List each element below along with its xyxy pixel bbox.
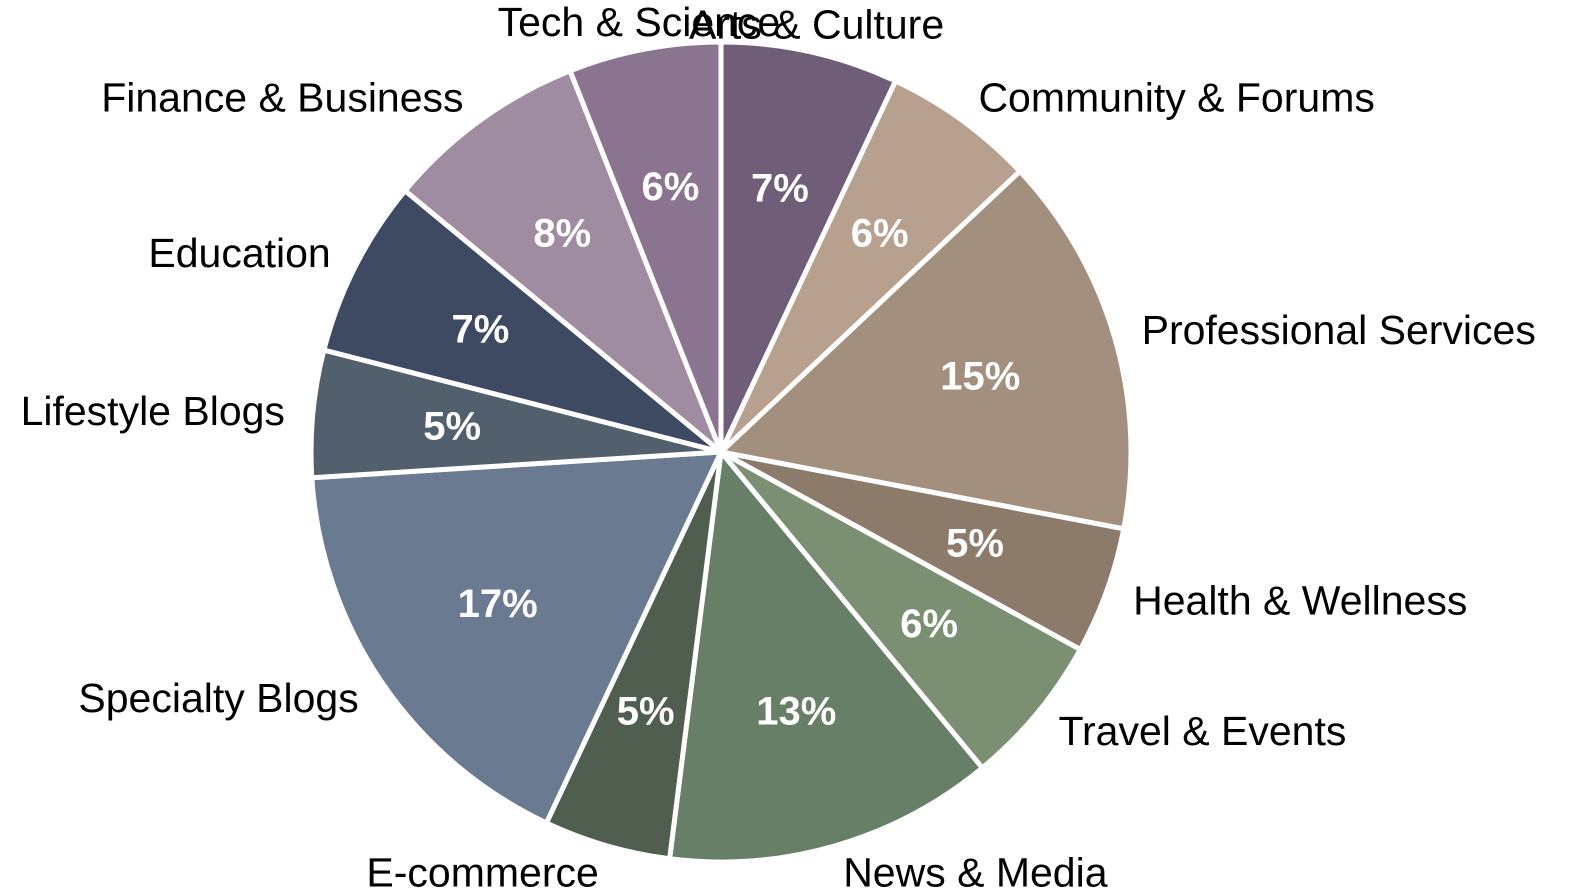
pie-slice-tech-and-science: [566, 39, 724, 453]
category-label-specialty-blogs: Specialty Blogs: [78, 675, 358, 721]
percent-label-travel-and-events: 6%: [900, 602, 958, 646]
category-label-tech-and-science: Tech & Science: [498, 0, 781, 45]
percent-label-finance-and-business: 8%: [533, 212, 591, 256]
category-labels: Arts & Culture Community & Forums Professi…: [21, 0, 1536, 888]
percent-labels: 7% 6% 15% 5% 6% 13% 5% 17% 5% 7% 8% 6%: [423, 165, 1020, 734]
category-label-e-commerce: E-commerce: [366, 850, 598, 888]
pie-slice-arts-and-culture: [718, 39, 899, 454]
pie-slices: [308, 39, 1134, 865]
category-label-community-and-forums: Community & Forums: [978, 75, 1374, 121]
percent-label-specialty-blogs: 17%: [458, 582, 538, 626]
percent-label-education: 7%: [452, 307, 510, 351]
percent-label-professional-services: 15%: [940, 355, 1020, 399]
percent-label-news-and-media: 13%: [756, 689, 836, 733]
category-label-arts-and-culture: Arts & Culture: [689, 2, 944, 48]
percent-label-lifestyle-blogs: 5%: [423, 405, 481, 449]
pie-slice-finance-and-business: [401, 67, 724, 454]
pie-slice-news-and-media: [666, 445, 986, 865]
category-label-professional-services: Professional Services: [1142, 307, 1536, 353]
percent-label-tech-and-science: 6%: [642, 165, 700, 209]
category-label-health-and-wellness: Health & Wellness: [1133, 577, 1467, 623]
category-label-travel-and-events: Travel & Events: [1058, 708, 1346, 754]
percent-label-health-and-wellness: 5%: [946, 521, 1004, 565]
percent-label-e-commerce: 5%: [617, 689, 675, 733]
pie-slice-specialty-blogs: [309, 449, 726, 827]
pie-slice-travel-and-events: [719, 449, 1084, 772]
pie-slice-education: [320, 187, 723, 455]
category-label-education: Education: [148, 230, 330, 276]
percent-label-community-and-forums: 6%: [851, 212, 909, 256]
category-label-finance-and-business: Finance & Business: [101, 75, 463, 121]
category-label-lifestyle-blogs: Lifestyle Blogs: [21, 388, 285, 434]
pie-slice-professional-services: [715, 167, 1134, 532]
pie-slice-community-and-forums: [718, 77, 1024, 454]
category-label-news-and-media: News & Media: [843, 850, 1108, 888]
percent-label-arts-and-culture: 7%: [751, 167, 809, 211]
